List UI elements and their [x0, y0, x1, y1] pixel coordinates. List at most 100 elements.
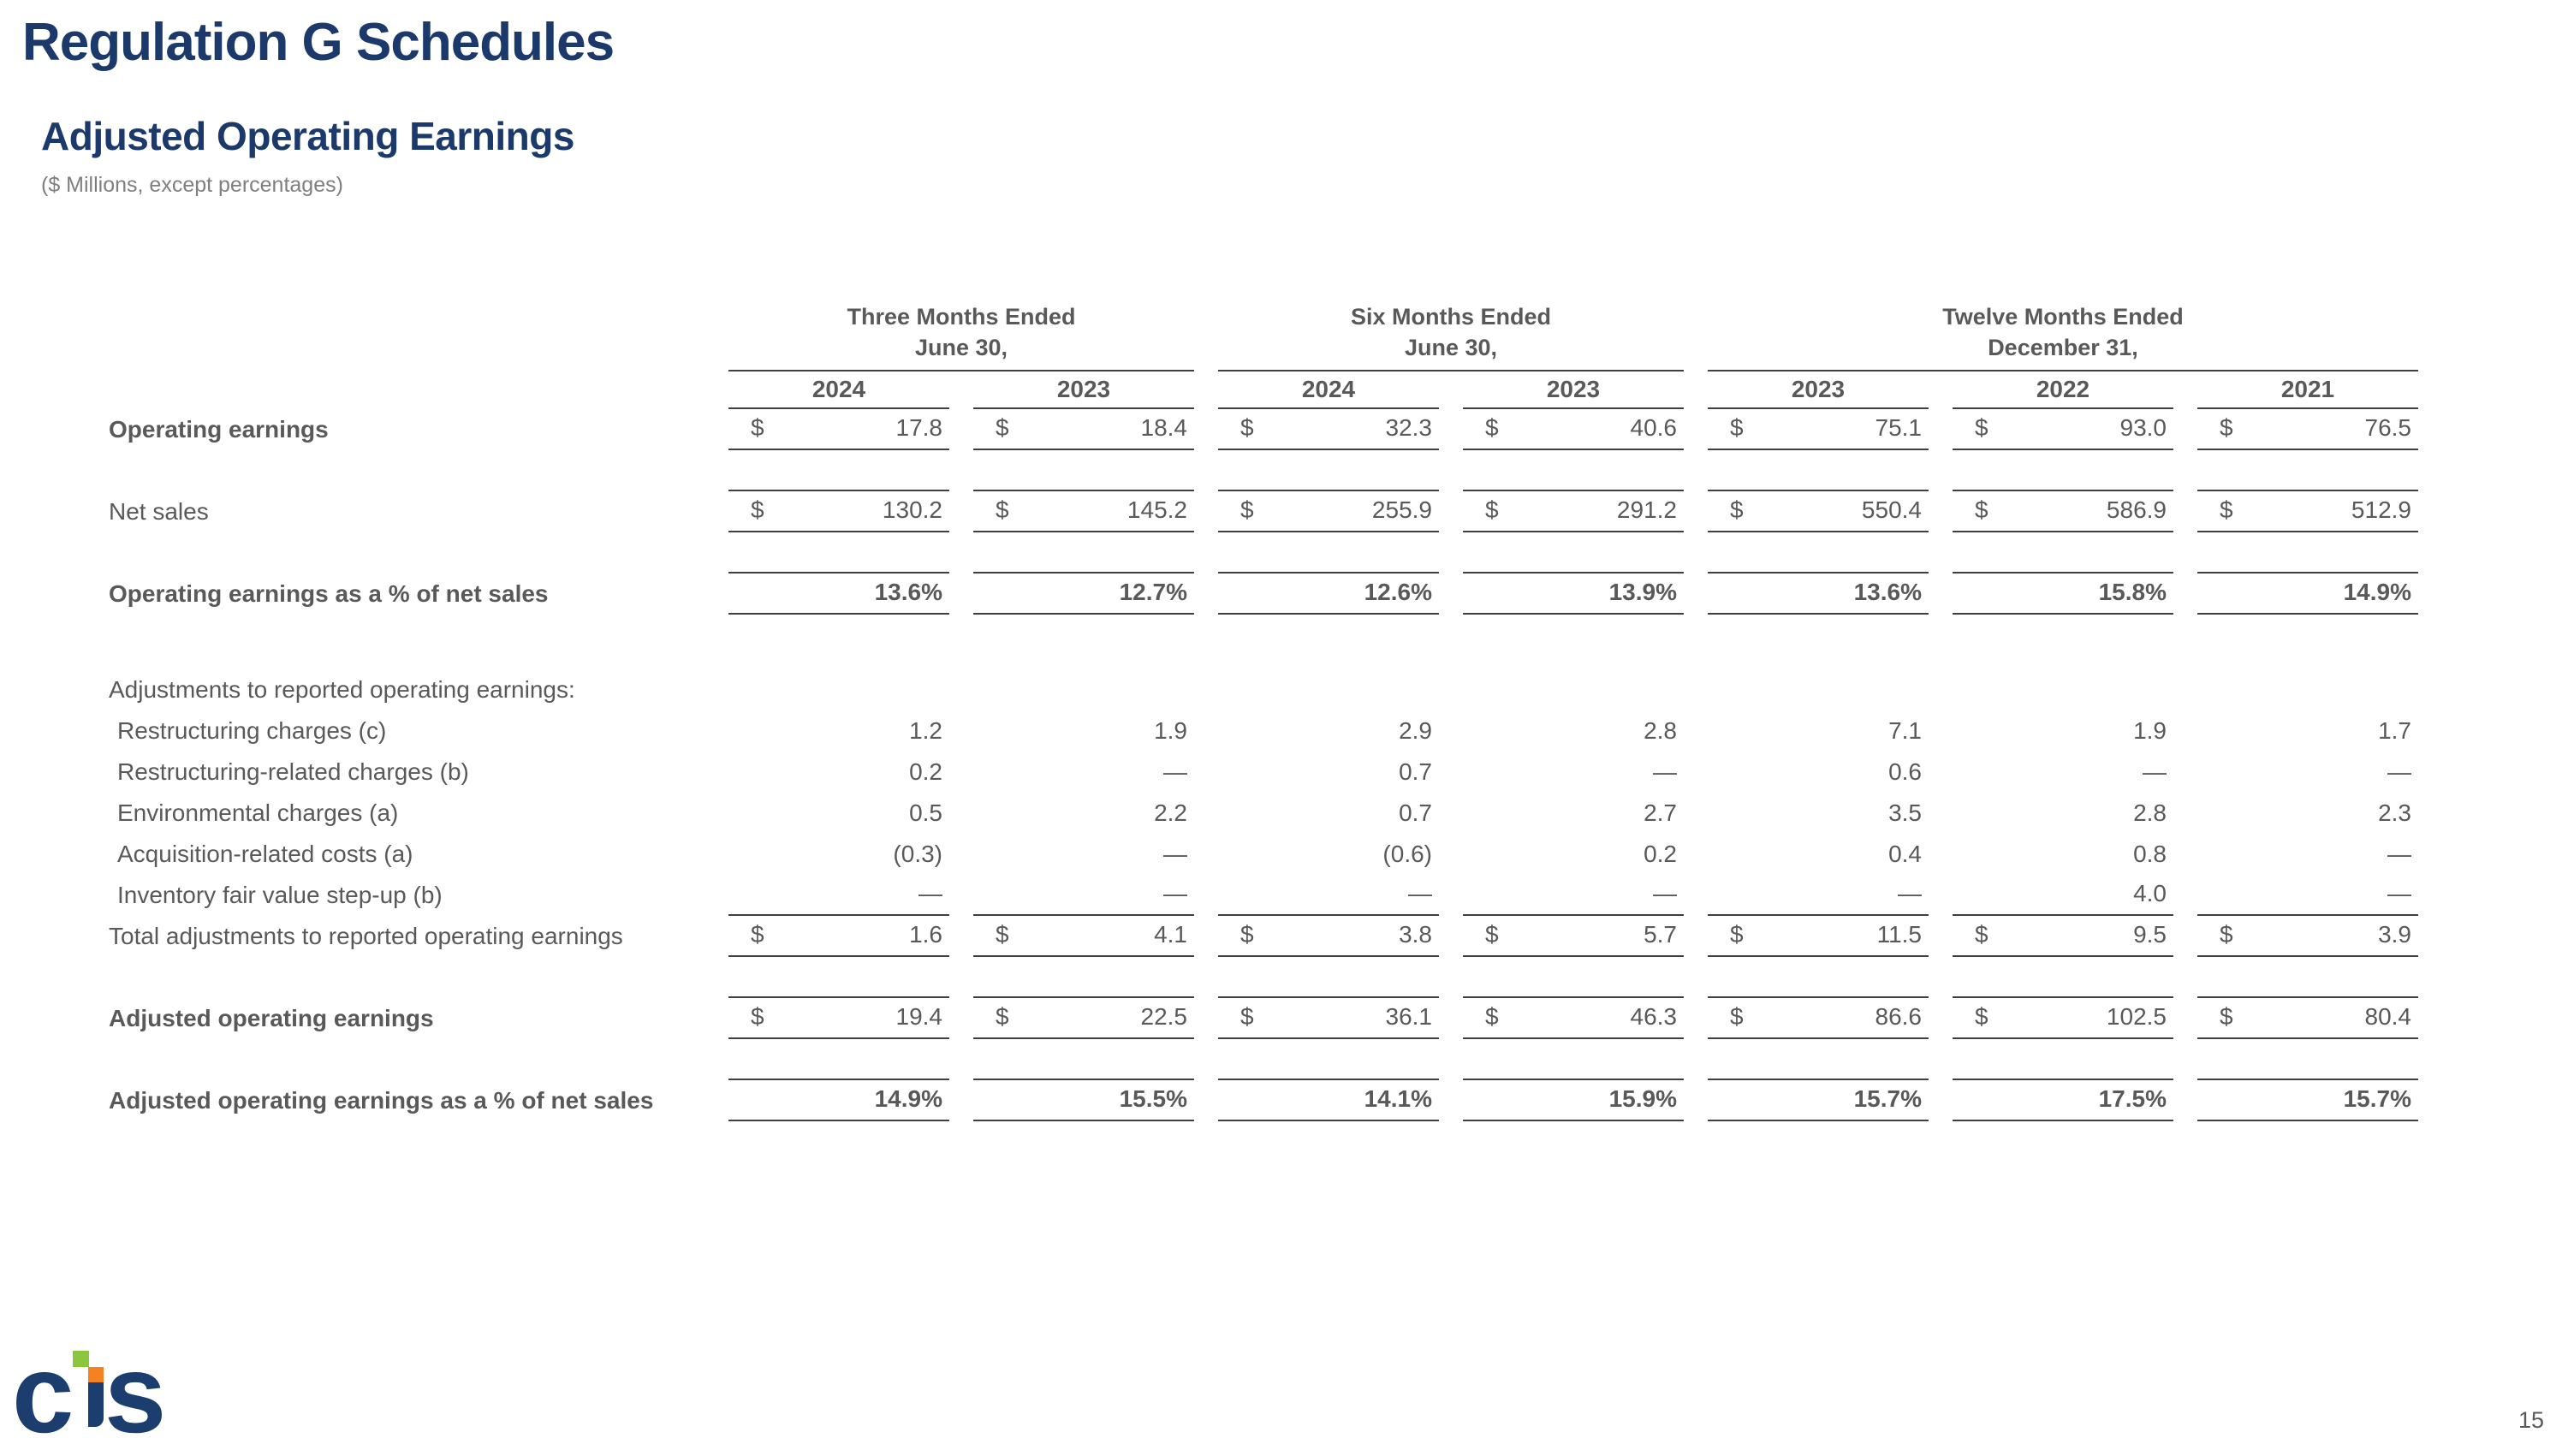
table-cell: 2.7 — [1463, 793, 1684, 834]
cell-value: 2.8 — [2133, 799, 2167, 826]
cell-value: 75.1 — [1875, 414, 1923, 441]
dollar-sign: $ — [2220, 496, 2233, 523]
dollar-sign: $ — [996, 414, 1009, 441]
dollar-sign: $ — [1240, 921, 1254, 948]
dollar-sign: $ — [1240, 414, 1254, 441]
table-cell: 3.5 — [1708, 793, 1929, 834]
table-cell: 14.9% — [2197, 573, 2418, 615]
dollar-sign: $ — [1975, 414, 1988, 441]
spacer-cell — [1463, 957, 1684, 998]
table-cell: 15.9% — [1463, 1080, 1684, 1121]
dollar-sign: $ — [1730, 414, 1744, 441]
table-cell: $22.5 — [973, 998, 1194, 1039]
spacer-cell — [1708, 957, 1929, 998]
cell-value: (0.6) — [1382, 841, 1432, 867]
table-cell: 2.8 — [1953, 793, 2173, 834]
logo-orange-square-icon — [88, 1367, 104, 1382]
table-cell: 2.2 — [973, 793, 1194, 834]
cell-value: 36.1 — [1385, 1003, 1433, 1030]
cell-value: 11.5 — [1876, 921, 1922, 948]
row-label: Acquisition-related costs (a) — [117, 841, 413, 867]
cell-value: 40.6 — [1630, 414, 1678, 441]
cell-value: — — [1163, 880, 1187, 906]
table-cell: 2.9 — [1218, 710, 1439, 752]
cell-value: 86.6 — [1875, 1003, 1923, 1030]
dollar-sign: $ — [1975, 1003, 1988, 1030]
dollar-sign: $ — [1485, 496, 1499, 523]
table-cell: 0.7 — [1218, 752, 1439, 793]
cell-value: 14.9% — [874, 1085, 942, 1112]
cell-value: 2.8 — [1644, 717, 1677, 744]
dollar-sign: $ — [2220, 921, 2233, 948]
cell-value: 3.5 — [1888, 799, 1922, 826]
cell-value: 19.4 — [895, 1003, 943, 1030]
table-cell: — — [973, 834, 1194, 875]
cell-value: — — [1163, 841, 1187, 867]
table-cell: — — [2197, 834, 2418, 875]
spacer-cell — [1218, 957, 1439, 998]
spacer-cell — [2197, 1039, 2418, 1080]
table-cell: $36.1 — [1218, 998, 1439, 1039]
dollar-sign: $ — [1240, 496, 1254, 523]
cell-value: 12.6% — [1364, 579, 1432, 605]
dollar-sign: $ — [1975, 496, 1988, 523]
row-label: Operating earnings as a % of net sales — [109, 580, 549, 607]
cell-value: 145.2 — [1126, 496, 1187, 523]
dollar-sign: $ — [751, 414, 764, 441]
year-header: 2021 — [2197, 371, 2418, 409]
logo-letter-s: s — [104, 1331, 167, 1456]
table-cell: 1.9 — [973, 710, 1194, 752]
spacer-cell — [973, 532, 1194, 573]
cts-logo: c s — [12, 1338, 195, 1449]
table-cell: 15.8% — [1953, 573, 2173, 615]
table-cell: $18.4 — [973, 409, 1194, 450]
cell-value: 32.3 — [1385, 414, 1433, 441]
cell-value: 15.7% — [1853, 1085, 1922, 1112]
spacer-cell — [728, 615, 949, 669]
table-cell: 4.0 — [1953, 875, 2173, 916]
cell-value: 2.7 — [1644, 799, 1677, 826]
dollar-sign: $ — [1730, 921, 1744, 948]
spacer-cell — [1708, 1039, 1929, 1080]
cell-value: 0.4 — [1888, 841, 1922, 867]
row-label: Adjusted operating earnings — [109, 1005, 434, 1031]
table-cell: 2.8 — [1463, 710, 1684, 752]
dollar-sign: $ — [1240, 1003, 1254, 1030]
table-cell: $75.1 — [1708, 409, 1929, 450]
spacer-cell — [1463, 532, 1684, 573]
cell-value: 18.4 — [1140, 414, 1188, 441]
cell-value: 0.7 — [1399, 758, 1432, 785]
spacer-cell — [1953, 957, 2173, 998]
dollar-sign: $ — [996, 921, 1009, 948]
table-cell: $11.5 — [1708, 916, 1929, 957]
table-cell: 12.6% — [1218, 573, 1439, 615]
cell-value: 3.9 — [2378, 921, 2411, 948]
table-cell: $17.8 — [728, 409, 949, 450]
table-cell: $1.6 — [728, 916, 949, 957]
row-label: Restructuring-related charges (b) — [117, 758, 469, 785]
cell-value: 76.5 — [2364, 414, 2412, 441]
spacer-cell — [973, 615, 1194, 669]
spacer-cell — [1708, 615, 1929, 669]
row-label: Inventory fair value step-up (b) — [117, 882, 443, 908]
table-cell: $255.9 — [1218, 491, 1439, 532]
spacer-cell — [728, 532, 949, 573]
table-cell: — — [1218, 875, 1439, 916]
cell-value: (0.3) — [893, 841, 942, 867]
cell-value: 13.6% — [1853, 579, 1922, 605]
dollar-sign: $ — [1485, 921, 1499, 948]
dollar-sign: $ — [1730, 496, 1744, 523]
row-label: Net sales — [109, 498, 209, 525]
cell-value: 255.9 — [1371, 496, 1432, 523]
column-group-header: Six Months Ended June 30, — [1218, 304, 1684, 371]
table-cell: $40.6 — [1463, 409, 1684, 450]
table-cell: 1.2 — [728, 710, 949, 752]
cell-value: — — [2387, 841, 2411, 867]
cell-value: 15.8% — [2098, 579, 2167, 605]
table-cell: $19.4 — [728, 998, 949, 1039]
year-header: 2023 — [1463, 371, 1684, 409]
table-cell: — — [1463, 875, 1684, 916]
table-cell: $512.9 — [2197, 491, 2418, 532]
cell-value: 9.5 — [2133, 921, 2167, 948]
table-cell: $76.5 — [2197, 409, 2418, 450]
